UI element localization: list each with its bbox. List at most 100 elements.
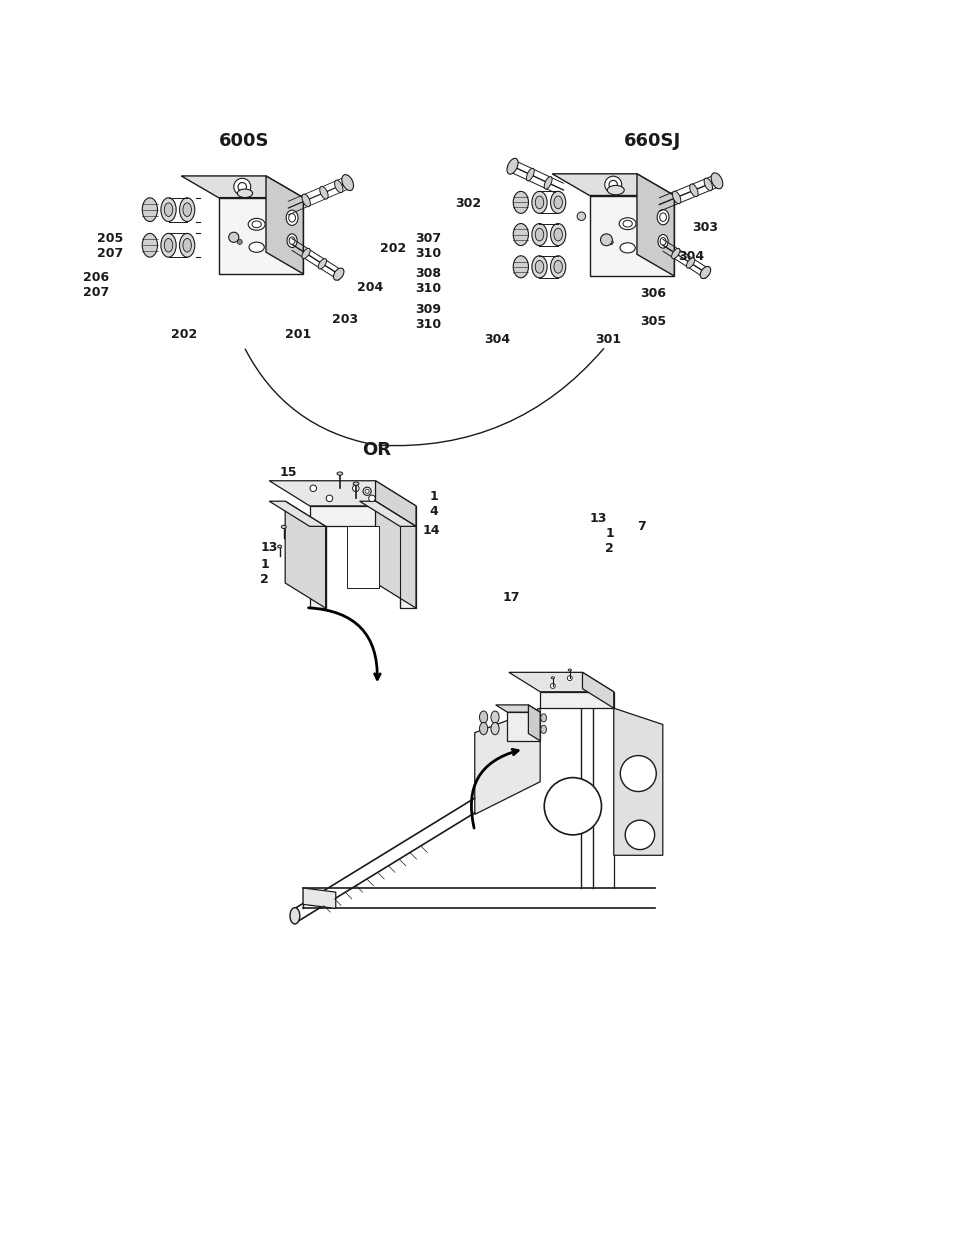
Text: 310: 310 (415, 283, 441, 295)
Ellipse shape (161, 233, 176, 257)
Polygon shape (637, 174, 674, 275)
Ellipse shape (513, 224, 528, 246)
Circle shape (365, 489, 369, 493)
Polygon shape (613, 708, 662, 856)
Ellipse shape (142, 233, 157, 257)
Polygon shape (347, 526, 378, 588)
Circle shape (608, 180, 617, 189)
Text: 303: 303 (691, 221, 718, 233)
Polygon shape (269, 501, 325, 526)
Text: 304: 304 (678, 251, 704, 263)
Ellipse shape (353, 482, 358, 485)
Ellipse shape (672, 191, 680, 204)
Ellipse shape (551, 677, 554, 679)
Ellipse shape (703, 178, 712, 190)
Ellipse shape (318, 258, 326, 269)
Circle shape (229, 232, 238, 242)
Ellipse shape (619, 243, 635, 253)
Polygon shape (218, 198, 303, 274)
Text: 207: 207 (96, 247, 123, 259)
Ellipse shape (686, 258, 694, 268)
Text: 15: 15 (279, 466, 296, 479)
Ellipse shape (479, 711, 487, 724)
Ellipse shape (252, 221, 261, 227)
Polygon shape (310, 526, 325, 608)
Ellipse shape (622, 220, 632, 227)
Text: 204: 204 (356, 282, 383, 294)
Ellipse shape (513, 256, 528, 278)
Text: 203: 203 (332, 312, 358, 326)
Polygon shape (285, 501, 325, 608)
Ellipse shape (700, 267, 710, 279)
Ellipse shape (710, 173, 722, 189)
Ellipse shape (164, 203, 172, 216)
Circle shape (624, 820, 654, 850)
Circle shape (237, 240, 242, 245)
Ellipse shape (286, 210, 297, 226)
Ellipse shape (540, 725, 546, 734)
Circle shape (233, 178, 251, 195)
Text: 4: 4 (429, 505, 437, 519)
Circle shape (599, 233, 612, 246)
Ellipse shape (540, 714, 546, 722)
Polygon shape (375, 501, 416, 608)
Polygon shape (528, 705, 539, 741)
Text: 306: 306 (639, 288, 666, 300)
Circle shape (607, 240, 613, 245)
Polygon shape (303, 888, 335, 909)
Ellipse shape (277, 545, 281, 548)
Ellipse shape (550, 256, 565, 278)
Circle shape (577, 212, 585, 221)
Text: 660SJ: 660SJ (623, 132, 680, 149)
Ellipse shape (659, 212, 666, 221)
Ellipse shape (281, 525, 286, 529)
Ellipse shape (658, 235, 667, 248)
Ellipse shape (249, 242, 264, 252)
Circle shape (604, 177, 621, 193)
Ellipse shape (535, 261, 543, 273)
Ellipse shape (179, 233, 194, 257)
Text: 310: 310 (415, 247, 441, 259)
Ellipse shape (506, 158, 517, 174)
Ellipse shape (554, 228, 561, 241)
Circle shape (353, 485, 358, 492)
Text: 14: 14 (422, 524, 440, 536)
Ellipse shape (659, 237, 665, 245)
Circle shape (310, 485, 316, 492)
Text: 301: 301 (595, 332, 620, 346)
Ellipse shape (237, 189, 253, 198)
Ellipse shape (290, 908, 299, 924)
Circle shape (237, 183, 246, 191)
Polygon shape (508, 672, 613, 692)
Ellipse shape (689, 184, 698, 196)
Ellipse shape (543, 177, 552, 189)
Ellipse shape (550, 191, 565, 214)
Text: 305: 305 (639, 315, 666, 329)
Polygon shape (375, 480, 416, 526)
Polygon shape (269, 480, 416, 506)
Polygon shape (496, 705, 539, 713)
Text: 201: 201 (285, 327, 311, 341)
Circle shape (550, 683, 555, 688)
Circle shape (363, 487, 371, 495)
Text: 307: 307 (415, 232, 441, 245)
Polygon shape (507, 713, 539, 741)
Text: 1: 1 (429, 490, 437, 504)
Ellipse shape (161, 198, 176, 221)
Ellipse shape (491, 722, 498, 735)
Circle shape (619, 756, 656, 792)
Text: 308: 308 (415, 268, 440, 280)
Ellipse shape (657, 210, 668, 225)
Polygon shape (359, 501, 416, 526)
Circle shape (368, 495, 375, 501)
Ellipse shape (532, 224, 547, 246)
Text: 2: 2 (605, 542, 614, 555)
Text: 1: 1 (605, 527, 614, 540)
Ellipse shape (248, 219, 265, 230)
Ellipse shape (287, 233, 297, 247)
Ellipse shape (336, 472, 342, 475)
Ellipse shape (554, 196, 561, 209)
Text: 310: 310 (415, 317, 441, 331)
Ellipse shape (671, 248, 679, 258)
Polygon shape (539, 692, 613, 708)
